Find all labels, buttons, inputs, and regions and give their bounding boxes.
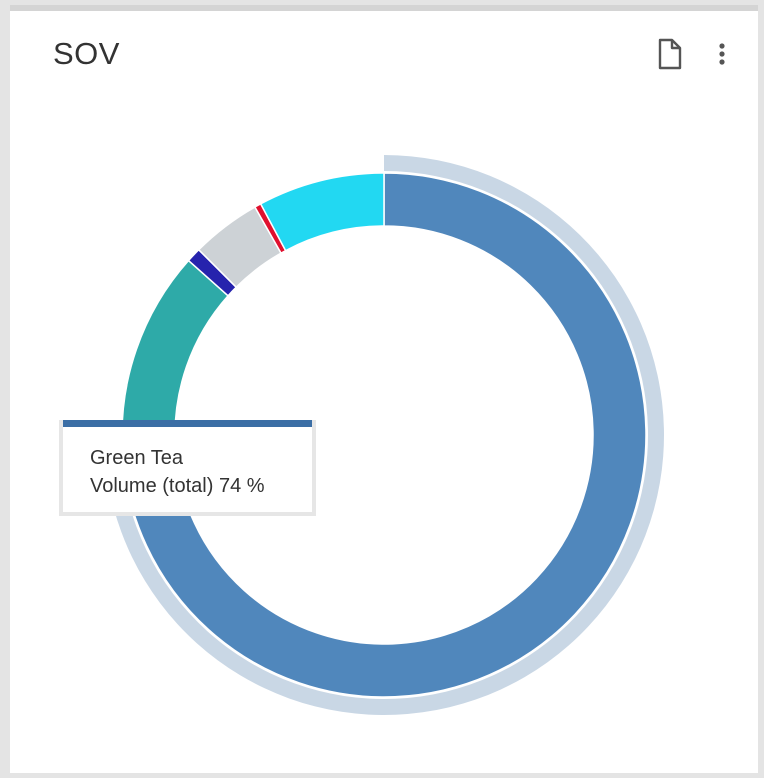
document-icon xyxy=(658,38,682,70)
tooltip-series-name: Green Tea xyxy=(90,447,184,469)
tooltip-accent-bar xyxy=(63,420,312,427)
chart-tooltip: Green Tea Volume (total) 74 % xyxy=(59,420,316,516)
tooltip-value: Volume (total) 74 % xyxy=(90,475,265,497)
export-button[interactable] xyxy=(656,38,684,70)
more-vertical-icon xyxy=(719,43,725,65)
donut-slice[interactable] xyxy=(259,172,385,252)
card-title: SOV xyxy=(53,36,120,71)
more-options-button[interactable] xyxy=(710,40,734,70)
